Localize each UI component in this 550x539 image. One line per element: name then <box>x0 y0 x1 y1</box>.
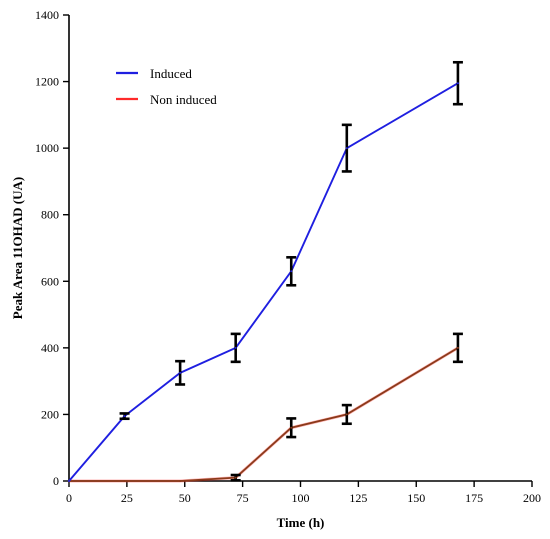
x-tick-label: 75 <box>237 491 249 505</box>
y-tick-label: 200 <box>41 407 59 421</box>
y-axis-title: Peak Area 11OHAD (UA) <box>10 177 25 319</box>
x-tick-label: 25 <box>121 491 133 505</box>
series-line <box>68 82 459 482</box>
legend-item: Induced <box>116 66 192 81</box>
data-point <box>290 426 293 429</box>
series-0 <box>68 60 463 482</box>
y-tick-label: 1400 <box>35 8 59 22</box>
x-tick-label: 150 <box>407 491 425 505</box>
x-tick-label: 125 <box>349 491 367 505</box>
y-tick-label: 400 <box>41 341 59 355</box>
y-tick-label: 800 <box>41 208 59 222</box>
legend-item: Non induced <box>116 92 217 107</box>
axes: 0 25 50 75 100 125 150 175 200 0 200 400 600 800 1000 1… <box>35 8 541 505</box>
data-point <box>345 413 348 416</box>
data-point <box>123 480 126 482</box>
data-point <box>456 346 459 349</box>
legend: Induced Non induced <box>116 66 217 107</box>
data-point <box>179 480 182 482</box>
legend-label: Induced <box>150 66 192 81</box>
x-tick-label: 50 <box>179 491 191 505</box>
x-tick-label: 100 <box>292 491 310 505</box>
data-point <box>68 480 70 482</box>
x-tick-label: 200 <box>523 491 541 505</box>
y-tick-label: 1000 <box>35 141 59 155</box>
series-layer <box>68 60 463 483</box>
data-point <box>456 82 459 85</box>
y-tick-label: 600 <box>41 274 59 288</box>
data-point <box>345 147 348 150</box>
y-tick-label: 1200 <box>35 75 59 89</box>
x-tick-label: 175 <box>465 491 483 505</box>
data-point <box>234 346 237 349</box>
data-point <box>123 415 126 418</box>
series-1 <box>68 332 463 483</box>
x-tick-label: 0 <box>66 491 72 505</box>
data-point <box>290 270 293 273</box>
x-axis-title: Time (h) <box>277 515 325 530</box>
data-point <box>234 476 237 479</box>
y-tick-label: 0 <box>53 474 59 488</box>
data-point <box>179 371 182 374</box>
legend-label: Non induced <box>150 92 217 107</box>
